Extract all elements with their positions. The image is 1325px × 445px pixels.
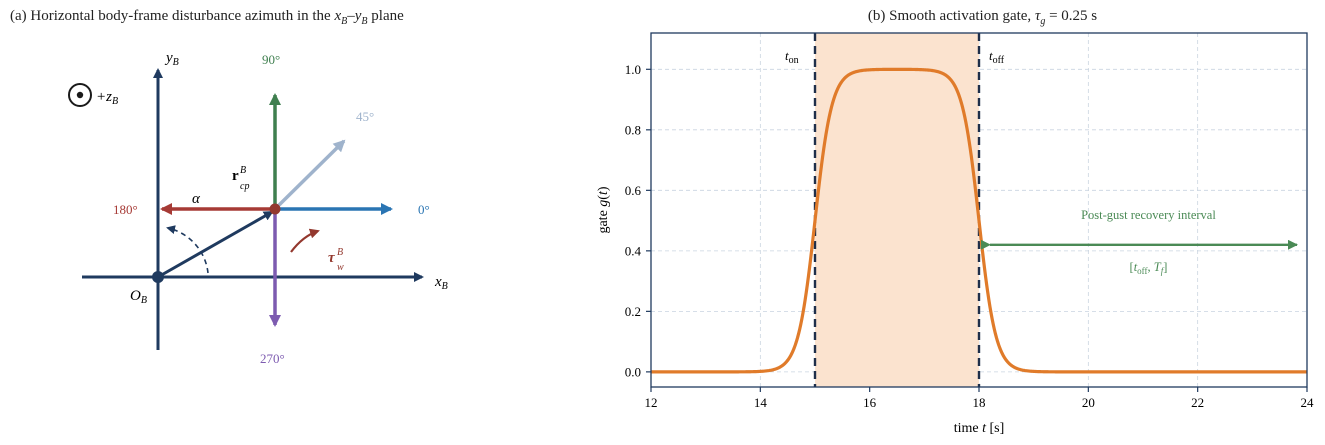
x-tick-label: 22 (1191, 395, 1204, 410)
y-tick-label: 0.6 (625, 183, 642, 198)
panel-a-title-xb: x (334, 8, 342, 24)
x-tick-label: 18 (973, 395, 986, 410)
panel-a-title-text: (a) Horizontal body-frame disturbance az… (10, 8, 335, 24)
gate-series-line (650, 67, 1308, 374)
torque-label: τ (328, 250, 336, 266)
x-tick-label: 24 (1301, 395, 1315, 410)
y-axis-label: yB (164, 50, 179, 68)
recovery-interval-text: Post-gust recovery interval (1081, 208, 1216, 222)
x-tick-label: 20 (1082, 395, 1095, 410)
alpha-arc (166, 225, 209, 274)
chart-grid (650, 33, 1308, 387)
panel-a-title-dash: – (347, 8, 355, 24)
z-axis-label: +zB (96, 89, 118, 107)
y-tick-label: 0.4 (625, 243, 642, 258)
y-tick-label: 0.2 (625, 304, 641, 319)
r-cp-label: r (232, 168, 239, 184)
panel-a-title-yb-sub: B (361, 16, 368, 27)
x-tick-label: 16 (863, 395, 877, 410)
panel-b-title-tau-sub: g (1040, 16, 1046, 27)
torque-arrow (290, 228, 320, 253)
r-cp-vector (157, 210, 274, 279)
arrow-45 (273, 139, 346, 211)
cp-point (269, 203, 281, 215)
panel-a-title-tail: plane (367, 8, 404, 24)
body-frame-diagram: +zB yB xB OB r B cp α 90° 45° 0° 180° 27… (68, 50, 448, 366)
origin-label: OB (130, 288, 147, 306)
t-on-off-lines (813, 33, 981, 387)
panel-a-title-yb: y (354, 8, 362, 24)
y-tick-label: 1.0 (625, 62, 641, 77)
panel-b-title-prefix: (b) Smooth activation gate, (867, 8, 1035, 24)
torque-sub: w (337, 262, 344, 273)
x-tick-label: 14 (754, 395, 768, 410)
x-tick-label: 12 (645, 395, 658, 410)
panel-a-title: (a) Horizontal body-frame disturbance az… (10, 8, 404, 27)
panel-b-title-suffix: = 0.25 s (1045, 8, 1098, 24)
torque-sup: B (337, 247, 343, 258)
panel-b-title: (b) Smooth activation gate, τg = 0.25 s (0, 8, 1325, 27)
angle-180-label: 180° (113, 202, 138, 217)
angle-45-label: 45° (356, 109, 374, 124)
x-axis-label: xB (434, 274, 448, 292)
panel-a-title-xb-sub: B (341, 16, 348, 27)
alpha-label: α (192, 191, 201, 207)
angle-90-label: 90° (262, 52, 280, 67)
panel-b-title-tau: τ (1034, 8, 1041, 24)
y-tick-label: 0.0 (625, 364, 641, 379)
x-axis-title: time t [s] (954, 421, 1005, 436)
angle-270-label: 270° (260, 351, 285, 366)
recovery-interval-range: [toff, Tf] (1130, 260, 1168, 276)
r-cp-sup: B (240, 165, 246, 176)
t-on-label: ton (785, 48, 799, 66)
r-cp-sub: cp (240, 181, 249, 192)
angle-0-label: 0° (418, 202, 430, 217)
active-window-shade (815, 33, 979, 387)
chart-ticks: 12 14 16 18 20 22 24 0.0 0.2 0.4 0.6 0.8 1.0 (625, 62, 1314, 410)
z-axis-out-of-plane-icon (68, 83, 92, 107)
plot-frame (650, 32, 1308, 388)
t-off-label: toff (989, 48, 1005, 66)
y-tick-label: 0.8 (625, 122, 641, 137)
